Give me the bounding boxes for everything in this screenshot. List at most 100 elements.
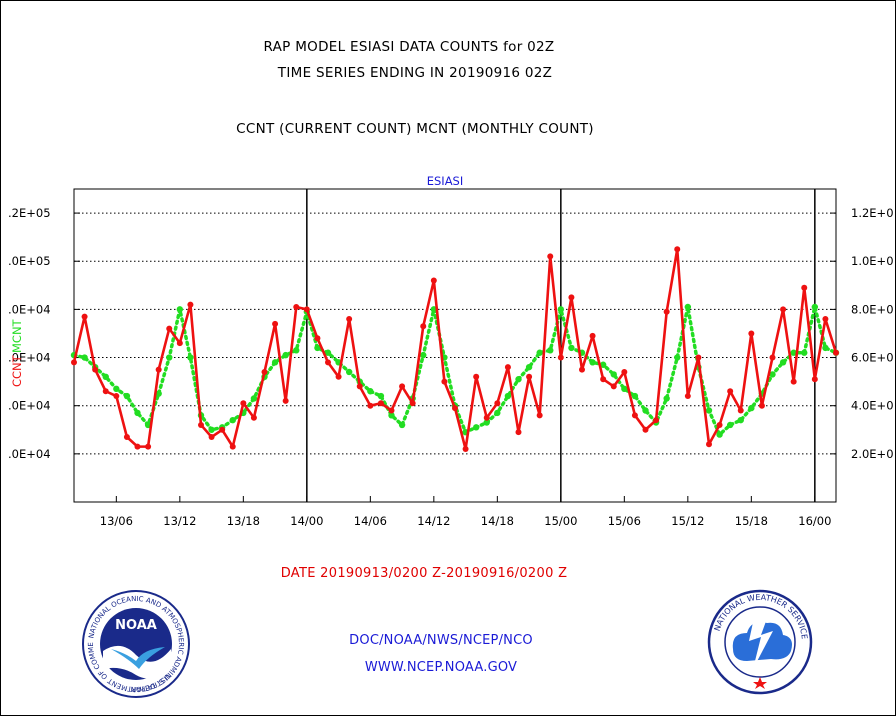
- mcnt-point: [271, 359, 279, 366]
- ccnt-point: [219, 426, 226, 433]
- mcnt-point: [726, 421, 734, 429]
- mcnt-point: [398, 421, 406, 429]
- x-tick-label: 13/06: [100, 514, 133, 528]
- mcnt-point: [229, 416, 236, 424]
- x-tick-label: 15/00: [544, 514, 577, 528]
- mcnt-point: [642, 407, 649, 414]
- mcnt-point: [705, 407, 713, 414]
- x-tick-label: 14/18: [481, 514, 514, 528]
- x-tick-label: 16/00: [798, 514, 831, 528]
- ccnt-point: [621, 368, 628, 375]
- ccnt-point: [557, 354, 564, 361]
- mcnt-point: [504, 392, 512, 400]
- ccnt-point: [388, 407, 395, 414]
- ccnt-point: [811, 376, 818, 383]
- ccnt-point: [282, 397, 289, 404]
- ccnt-point: [462, 446, 469, 453]
- org-link[interactable]: DOC/NOAA/NWS/NCEP/NCO: [349, 633, 533, 648]
- ccnt-point: [473, 373, 480, 380]
- ccnt-point: [494, 400, 501, 407]
- ccnt-point: [155, 366, 162, 373]
- mcnt-point: [324, 349, 332, 356]
- ccnt-point: [430, 277, 437, 284]
- page-title: RAP MODEL ESIASI DATA COUNTS for 02Z: [263, 39, 555, 55]
- ccnt-point: [801, 284, 808, 291]
- ccnt-point: [780, 306, 787, 313]
- y-tick-label-left: .0E+04: [8, 399, 51, 413]
- ccnt-point: [92, 366, 99, 373]
- ccnt-point: [303, 306, 310, 313]
- mcnt-point: [123, 392, 131, 400]
- mcnt-point: [155, 390, 162, 397]
- ccnt-point: [134, 443, 141, 450]
- x-tick-label: 15/18: [735, 514, 768, 528]
- mcnt-point: [102, 373, 109, 380]
- mcnt-point: [790, 349, 797, 356]
- mcnt-point: [811, 303, 819, 311]
- ccnt-point: [536, 412, 543, 419]
- ccnt-point: [335, 373, 342, 380]
- ccnt-point: [600, 376, 607, 383]
- page-subtitle-time-series: TIME SERIES ENDING IN 20190916 02Z: [277, 65, 553, 81]
- mcnt-point: [515, 376, 522, 383]
- y-tick-label-right: 4.0E+0: [851, 399, 894, 413]
- noaa-logo: NOAA NATIONAL OCEANIC AND ATMOSPHERIC AD…: [81, 589, 190, 698]
- ccnt-point: [166, 325, 173, 332]
- ccnt-point: [547, 253, 554, 260]
- panel-title: ESIASI: [427, 174, 464, 188]
- axis-ticks: .0E+04 2.0E+0 .0E+04 4.0E+0 .0E+04 6.0E+0 .0E+…: [8, 206, 894, 528]
- y-tick-label-right: 8.0E+0: [851, 302, 894, 316]
- mcnt-point: [557, 306, 565, 313]
- mcnt-point: [483, 419, 490, 426]
- y-tick-label-right: 6.0E+0: [851, 351, 894, 365]
- ccnt-point: [81, 313, 88, 320]
- mcnt-point: [779, 359, 787, 366]
- ccnt-point: [293, 303, 300, 310]
- x-tick-label: 15/06: [608, 514, 641, 528]
- x-tick-label: 13/18: [227, 514, 260, 528]
- ccnt-point: [346, 316, 353, 323]
- mcnt-point: [748, 404, 755, 412]
- date-range: DATE 20190913/0200 Z-20190916/0200 Z: [280, 566, 568, 581]
- ccnt-point: [325, 359, 331, 366]
- mcnt-point: [547, 347, 554, 354]
- mcnt-point: [208, 426, 215, 433]
- mcnt-point: [801, 349, 808, 356]
- ccnt-point: [208, 433, 215, 440]
- x-tick-label: 13/12: [163, 514, 196, 528]
- time-series-chart: .0E+04 2.0E+0 .0E+04 4.0E+0 .0E+04 6.0E+0 .0E+…: [8, 174, 894, 528]
- y-tick-label-left: .0E+04: [8, 447, 51, 461]
- x-tick-label: 14/00: [290, 514, 323, 528]
- mcnt-point: [599, 361, 607, 368]
- y-tick-label-left: .2E+05: [8, 206, 51, 220]
- mcnt-point: [525, 363, 533, 371]
- y-tick-label-right: 1.0E+0: [851, 254, 894, 268]
- mcnt-point: [589, 359, 596, 366]
- y-tick-label-left: .0E+04: [8, 351, 51, 365]
- ccnt-point: [515, 429, 522, 436]
- y-axis-label-ccnt: CCNT: [10, 354, 24, 387]
- y-tick-label-left: .0E+05: [8, 254, 51, 268]
- ccnt-point: [631, 412, 638, 419]
- website-link[interactable]: WWW.NCEP.NOAA.GOV: [364, 660, 518, 675]
- ccnt-point: [748, 330, 755, 337]
- x-tick-label: 14/06: [354, 514, 387, 528]
- mcnt-point: [134, 409, 141, 417]
- mcnt-point: [282, 351, 289, 359]
- ccnt-point: [71, 359, 77, 366]
- ccnt-point: [176, 340, 183, 347]
- plot-frame: [73, 188, 837, 503]
- y-tick-label-right: 1.2E+0: [851, 206, 894, 220]
- mcnt-point: [377, 392, 385, 400]
- ccnt-point: [706, 441, 712, 448]
- mcnt-point: [81, 354, 88, 361]
- ccnt-point: [610, 383, 617, 390]
- mcnt-point: [568, 344, 575, 352]
- ccnt-point: [261, 368, 268, 375]
- ccnt-point: [589, 332, 596, 339]
- mcnt-point: [420, 351, 427, 359]
- ccnt-point: [102, 388, 109, 395]
- ccnt-point: [674, 246, 681, 253]
- mcnt-point: [536, 349, 543, 356]
